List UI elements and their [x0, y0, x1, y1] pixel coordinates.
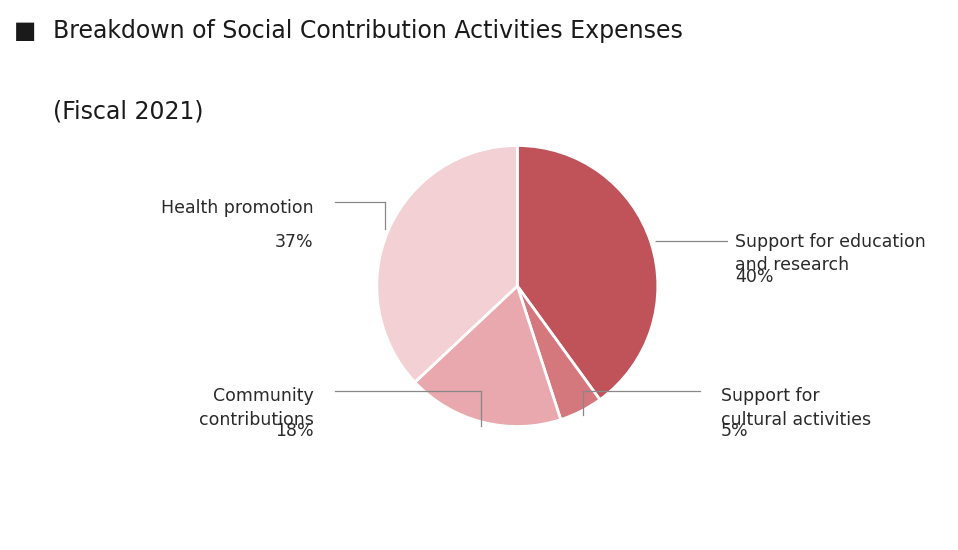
- Text: Support for
cultural activities: Support for cultural activities: [721, 387, 871, 429]
- Text: 5%: 5%: [721, 422, 749, 441]
- Wedge shape: [415, 286, 560, 426]
- Text: Community
contributions: Community contributions: [198, 387, 313, 429]
- Text: Breakdown of Social Contribution Activities Expenses: Breakdown of Social Contribution Activit…: [53, 19, 682, 43]
- Wedge shape: [376, 146, 517, 382]
- Text: (Fiscal 2021): (Fiscal 2021): [53, 99, 203, 123]
- Text: Support for education
and research: Support for education and research: [735, 233, 925, 274]
- Text: ■: ■: [14, 19, 36, 43]
- Text: 40%: 40%: [735, 268, 774, 286]
- Text: 37%: 37%: [275, 233, 313, 251]
- Text: Health promotion: Health promotion: [161, 199, 313, 217]
- Text: 18%: 18%: [275, 422, 313, 441]
- Wedge shape: [517, 146, 658, 400]
- Wedge shape: [517, 286, 600, 420]
